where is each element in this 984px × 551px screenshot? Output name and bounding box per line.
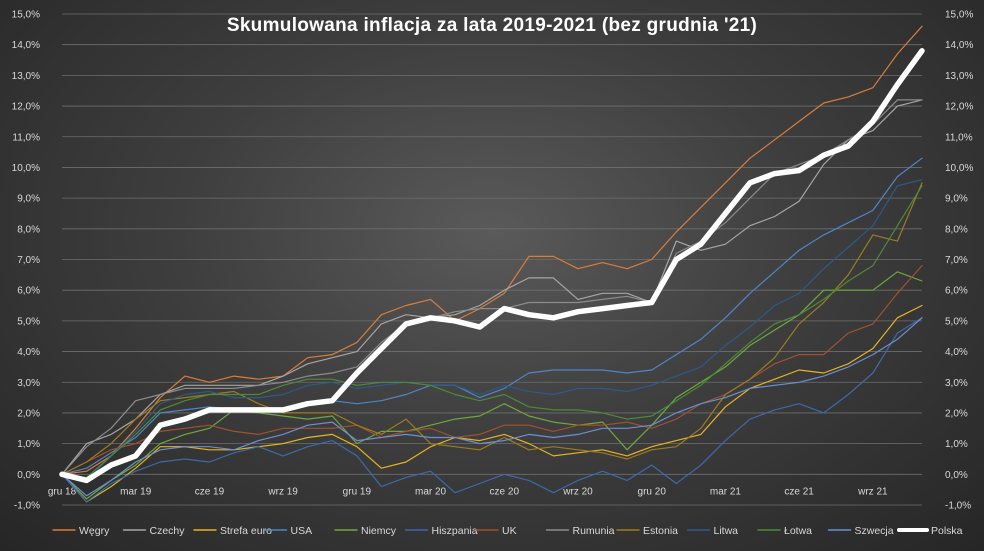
grid — [62, 13, 922, 506]
y-tick-label-right: 7,0% — [945, 255, 968, 266]
y-tick-label-left: 3,0% — [17, 378, 40, 389]
x-tick-label: wrz 21 — [857, 486, 888, 497]
y-tick-label-right: 5,0% — [945, 316, 968, 327]
series-line-lotwa — [61, 185, 923, 478]
x-tick-label: cze 20 — [490, 486, 520, 497]
y-tick-label-left: 7,0% — [17, 255, 40, 266]
y-tick-label-left: 9,0% — [17, 194, 40, 205]
series-line-polska — [59, 48, 925, 484]
y-tick-label-right: 14,0% — [945, 40, 973, 51]
x-tick-label: gru 20 — [638, 486, 667, 497]
y-tick-label-left: 0,0% — [17, 470, 40, 481]
series-line-litwa — [61, 179, 923, 481]
y-tick-label-right: 3,0% — [945, 378, 968, 389]
y-tick-label-right: 0,0% — [945, 470, 968, 481]
y-tick-label-right: 11,0% — [945, 132, 973, 143]
legend-label: USA — [291, 525, 313, 537]
y-tick-label-right: 4,0% — [945, 347, 968, 358]
y-tick-label-left: 10,0% — [12, 163, 40, 174]
y-tick-label-left: 13,0% — [12, 71, 40, 82]
x-tick-label: cze 19 — [195, 486, 225, 497]
chart-title: Skumulowana inflacja za lata 2019-2021 (… — [227, 15, 757, 36]
legend-label: UK — [502, 525, 517, 537]
legend: Węgry Czechy Strefa euro USA Niemcy Hiszpania… — [52, 525, 963, 537]
y-axis-right: -1,0% 0,0% 1,0% 2,0% 3,0% 4,0% 5,0% 6,0% 7,0% 8,0… — [945, 10, 973, 512]
series-line-wegry — [61, 25, 923, 475]
y-tick-label-left: 11,0% — [12, 132, 40, 143]
x-tick-label: wrz 19 — [267, 486, 298, 497]
legend-label: Estonia — [643, 525, 678, 537]
x-axis: gru 18 mar 19 cze 19 wrz 19 gru 19 mar 20 cze … — [48, 486, 888, 497]
legend-label: Niemcy — [361, 525, 397, 537]
legend-label: Łotwa — [784, 525, 812, 537]
y-tick-label-right: 6,0% — [945, 286, 968, 297]
x-tick-label: wrz 20 — [562, 486, 593, 497]
y-tick-label-right: 15,0% — [945, 10, 973, 21]
y-tick-label-right: 9,0% — [945, 194, 968, 205]
series-lines — [59, 25, 925, 503]
legend-label: Hiszpania — [432, 525, 478, 537]
y-tick-label-right: -1,0% — [945, 501, 971, 512]
series-line-szwecja — [61, 317, 923, 497]
x-tick-label: mar 19 — [120, 486, 152, 497]
x-tick-label: mar 20 — [415, 486, 447, 497]
y-axis-left: -1,0% 0,0% 1,0% 2,0% 3,0% 4,0% 5,0% 6,0% 7,0% 8,0… — [12, 10, 40, 512]
series-line-hiszpania — [61, 317, 923, 503]
x-tick-label: gru 19 — [343, 486, 372, 497]
series-line-usa — [61, 157, 923, 475]
y-tick-label-right: 13,0% — [945, 71, 973, 82]
y-tick-label-left: 1,0% — [17, 439, 40, 450]
y-tick-label-right: 2,0% — [945, 408, 968, 419]
legend-label: Rumunia — [573, 525, 615, 537]
y-tick-label-right: 1,0% — [945, 439, 968, 450]
legend-label: Szwecja — [855, 525, 894, 537]
series-line-czechy — [61, 99, 923, 475]
legend-label: Litwa — [714, 525, 739, 537]
y-tick-label-left: 15,0% — [12, 10, 40, 21]
legend-label: Strefa euro — [220, 525, 272, 537]
y-tick-label-left: 4,0% — [17, 347, 40, 358]
x-tick-label: gru 18 — [48, 486, 77, 497]
y-tick-label-left: 12,0% — [12, 102, 40, 113]
x-tick-label: mar 21 — [710, 486, 742, 497]
y-tick-label-left: 8,0% — [17, 224, 40, 235]
y-tick-label-left: 14,0% — [12, 40, 40, 51]
y-tick-label-left: 6,0% — [17, 286, 40, 297]
y-tick-label-right: 10,0% — [945, 163, 973, 174]
series-line-niemcy — [61, 271, 923, 500]
y-tick-label-left: 5,0% — [17, 316, 40, 327]
series-line-strefa-euro — [61, 304, 923, 503]
y-tick-label-left: 2,0% — [17, 408, 40, 419]
series-line-uk — [61, 265, 923, 475]
series-line-estonia — [61, 182, 923, 475]
y-tick-label-left: -1,0% — [14, 501, 40, 512]
legend-label: Polska — [931, 525, 963, 537]
y-tick-label-right: 12,0% — [945, 102, 973, 113]
y-tick-label-right: 8,0% — [945, 224, 968, 235]
legend-label: Węgry — [79, 525, 110, 537]
legend-label: Czechy — [150, 525, 186, 537]
x-tick-label: cze 21 — [784, 486, 814, 497]
